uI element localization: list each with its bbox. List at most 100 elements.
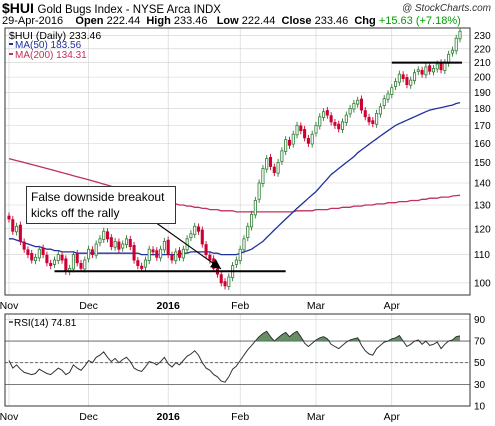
candle: [200, 226, 204, 248]
candle-body: [71, 254, 75, 270]
candle: [18, 221, 22, 245]
candle-body: [409, 79, 413, 86]
price-panel-frame: [4, 27, 471, 296]
candle: [416, 66, 420, 76]
candle-body: [26, 249, 30, 255]
candle-body: [420, 69, 424, 75]
candle-body: [94, 243, 98, 256]
candle-body: [41, 247, 45, 255]
candle: [41, 244, 45, 259]
candle: [121, 240, 125, 252]
candle: [337, 120, 341, 133]
candle-body: [178, 250, 182, 258]
candle: [454, 34, 458, 55]
candle-body: [7, 215, 11, 220]
candle: [60, 251, 64, 264]
candle: [30, 249, 34, 264]
candle-body: [22, 241, 26, 250]
candle-body: [356, 99, 360, 105]
candle: [45, 251, 49, 267]
candle-body: [386, 93, 390, 100]
candle: [37, 245, 41, 262]
low-label: Low: [216, 15, 239, 27]
candle-body: [162, 240, 166, 251]
candle: [68, 264, 72, 276]
candle-body: [325, 110, 329, 116]
close-value: 233.46: [314, 15, 349, 27]
candle-body: [303, 129, 307, 139]
candle: [412, 69, 417, 85]
candle: [155, 247, 159, 261]
candle: [268, 153, 273, 171]
price-x-tick-label: Dec: [79, 300, 98, 312]
candle-body: [359, 98, 363, 111]
candle: [276, 158, 280, 177]
candle-body: [196, 226, 201, 232]
open-label: Open: [75, 15, 104, 27]
price-y-tick-label: 190: [474, 88, 491, 99]
candle-body: [394, 81, 398, 87]
candle: [420, 66, 424, 78]
open-value: 222.44: [106, 15, 141, 27]
candle-body: [49, 262, 53, 266]
candle: [333, 118, 337, 129]
candle-body: [18, 224, 22, 242]
candle-body: [234, 259, 238, 265]
candle-body: [11, 219, 15, 232]
candle: [340, 118, 345, 134]
candle-body: [439, 62, 443, 71]
y-tick-labels: 100 110 120 130 140 150 160 170 180 190 200 210 220 2…: [474, 31, 491, 412]
candle: [196, 223, 201, 235]
candle: [299, 122, 303, 135]
legend-price: $HUI (Daily) 233.46: [9, 30, 101, 42]
candle: [102, 227, 106, 244]
candle-body: [98, 238, 102, 244]
candle-body: [378, 106, 382, 115]
candle: [280, 147, 284, 165]
symbol-label: $HUI: [2, 0, 34, 16]
candle-body: [87, 248, 91, 260]
candle: [26, 246, 30, 259]
candle-body: [284, 139, 288, 152]
candle: [87, 245, 91, 263]
candle: [284, 136, 288, 156]
candle-body: [333, 122, 337, 126]
price-x-tick-label: 2016: [156, 300, 180, 312]
candle: [371, 117, 375, 128]
candle: [405, 73, 409, 89]
rsi-x-tick-label: Dec: [79, 411, 98, 423]
candle: [344, 111, 348, 127]
candle-body: [174, 251, 178, 262]
candle: [242, 235, 246, 254]
candle: [136, 257, 140, 270]
candle: [428, 62, 432, 75]
candle: [151, 246, 155, 256]
candle-body: [299, 125, 303, 132]
low-value: 222.44: [241, 15, 276, 27]
candle-body: [276, 162, 280, 174]
candle-body: [431, 67, 436, 73]
rsi-x-tick-label: Nov: [0, 411, 19, 423]
candle: [109, 234, 113, 251]
candle-body: [151, 249, 155, 253]
legend-rsi: RSI(14) 74.81: [14, 318, 77, 329]
price-x-tick-label: Feb: [231, 300, 249, 312]
ma200-line: [8, 157, 461, 213]
candle-body: [56, 254, 60, 262]
candle: [439, 59, 443, 74]
candle: [306, 134, 310, 147]
ma50-series: [9, 101, 461, 256]
high-value: 233.46: [173, 15, 208, 27]
chg-label: Chg: [354, 15, 376, 27]
rsi-y-tick-label: 70: [474, 337, 486, 348]
candle-body: [363, 110, 367, 118]
candle-body: [272, 166, 276, 173]
candle-body: [242, 238, 246, 251]
candle: [386, 90, 390, 103]
rsi-y-tick-label: 30: [474, 380, 486, 391]
price-y-tick-label: 200: [474, 73, 491, 84]
candle: [124, 235, 129, 249]
annotation-arrow-shaft: [154, 221, 222, 270]
rsi-overbought-fill: [9, 331, 460, 342]
